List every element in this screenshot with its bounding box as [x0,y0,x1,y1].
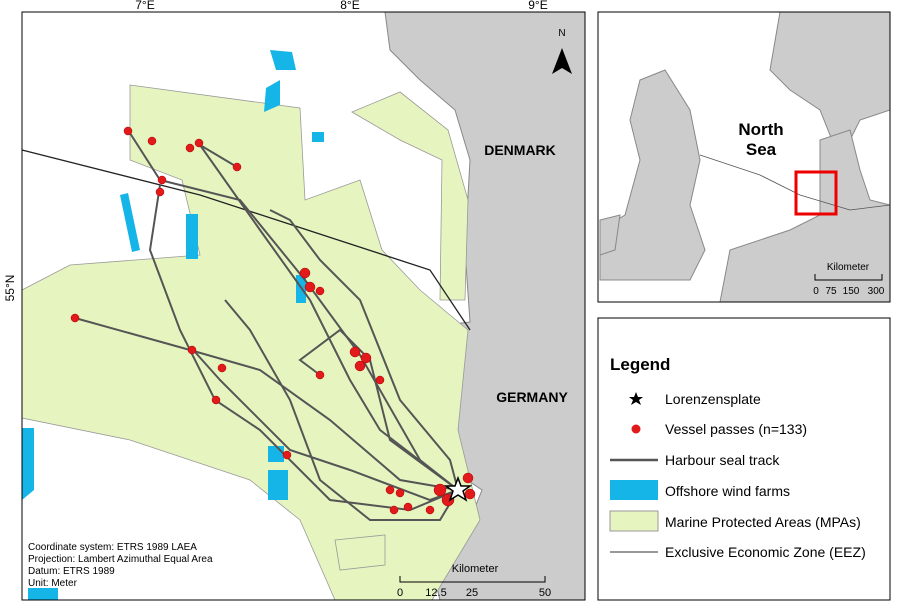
vessel-pass [282,450,292,460]
legend-item: Offshore wind farms [665,483,790,499]
track [224,299,459,521]
vessel-pass [395,488,405,498]
vessel-pass [385,485,395,495]
vessel-pass [375,375,385,385]
inset-scale-tick: 75 [825,286,837,297]
inset-label: North [738,120,783,139]
mpa [334,534,386,571]
inset-map: North Sea Kilometer 0 75 150 300 [597,11,891,303]
track [74,317,459,491]
vessel-passes [70,126,476,515]
track [194,351,459,502]
vessel-pass [425,505,435,515]
inset-scale-title: Kilometer [827,262,870,273]
legend: Legend Lorenzensplate Vessel passes (n=1… [597,317,891,601]
lon-label: 8°E [340,0,359,12]
lat-label: 55°N [3,275,17,302]
country-label: DENMARK [484,142,556,158]
inset-eez [699,154,891,211]
inset-land [599,214,621,256]
wind-farms [22,50,324,600]
lorenzensplate-star [443,475,473,502]
main-map: N DENMARK GERMANY 7°E 8°E 9°E 55°N Coord… [3,0,586,601]
legend-item: Marine Protected Areas (MPAs) [665,514,861,530]
scale-line [399,576,546,583]
wind-farm [268,446,284,462]
wind-farm [270,50,296,70]
country-label: GERMANY [496,389,568,405]
north-arrow [552,48,572,74]
vessel-pass [217,363,227,373]
legend-item: Lorenzensplate [665,391,761,407]
scale-tick: 25 [466,587,478,599]
eez-line [21,149,471,331]
vessel-pass [403,502,413,512]
vessel-pass [185,143,195,153]
north-label: N [558,28,565,39]
vessel-pass [211,395,221,405]
legend-symbol [610,480,658,500]
vessel-pass [464,488,476,500]
wind-farm [22,428,34,500]
vessel-pass [389,505,399,515]
legend-symbol [609,510,659,532]
track [269,209,459,491]
note: Coordinate system: ETRS 1989 LAEA [28,542,197,553]
scale-tick: 12.5 [425,587,446,599]
inset-frame [597,11,891,303]
vessel-pass [299,267,311,279]
legend-item: Exclusive Economic Zone (EEZ) [665,544,866,560]
wind-farm [28,588,58,600]
inset-label: Sea [746,140,777,159]
vessel-pass [157,175,167,185]
vessel-pass [433,483,447,497]
scale-title: Kilometer [452,563,499,575]
vessel-pass [187,345,197,355]
legend-item: Vessel passes (n=133) [665,421,807,437]
legend-symbol [629,392,643,405]
wind-farm [186,214,198,259]
scale-bar: Kilometer 0 12.5 25 50 [397,563,551,599]
vessel-pass [304,281,316,293]
mpa [351,91,469,301]
vessel-pass [232,162,242,172]
inset-scale-tick: 0 [813,286,819,297]
vessel-pass [354,360,366,372]
legend-item: Harbour seal track [665,452,780,468]
inset-scale-line [814,274,883,281]
inset-land [599,69,706,281]
wind-farm [268,470,288,500]
vessel-pass [315,286,325,296]
lon-label: 7°E [135,0,154,12]
notes: Coordinate system: ETRS 1989 LAEA Projec… [28,542,213,589]
inset-scale-tick: 150 [843,286,860,297]
vessel-pass [155,187,165,197]
note: Datum: ETRS 1989 [28,566,115,577]
vessel-pass [360,352,372,364]
vessel-pass [349,346,361,358]
scale-tick: 0 [397,587,403,599]
scale-tick: 50 [539,587,551,599]
wind-farm [312,132,324,142]
note: Projection: Lambert Azimuthal Equal Area [28,554,213,565]
vessel-pass [147,136,157,146]
vessel-pass [194,138,204,148]
vessel-pass [462,472,474,484]
legend-title: Legend [610,355,670,374]
note: Unit: Meter [28,578,78,589]
legend-symbol [631,424,641,434]
wind-farm [264,80,280,112]
wind-farm [120,193,140,252]
vessel-pass [315,370,325,380]
inset-scale-tick: 300 [868,286,885,297]
vessel-pass [123,126,133,136]
study-area [794,170,838,216]
lon-label: 9°E [528,0,547,12]
track [298,328,459,491]
map-frame [21,11,586,601]
vessel-pass [70,313,80,323]
